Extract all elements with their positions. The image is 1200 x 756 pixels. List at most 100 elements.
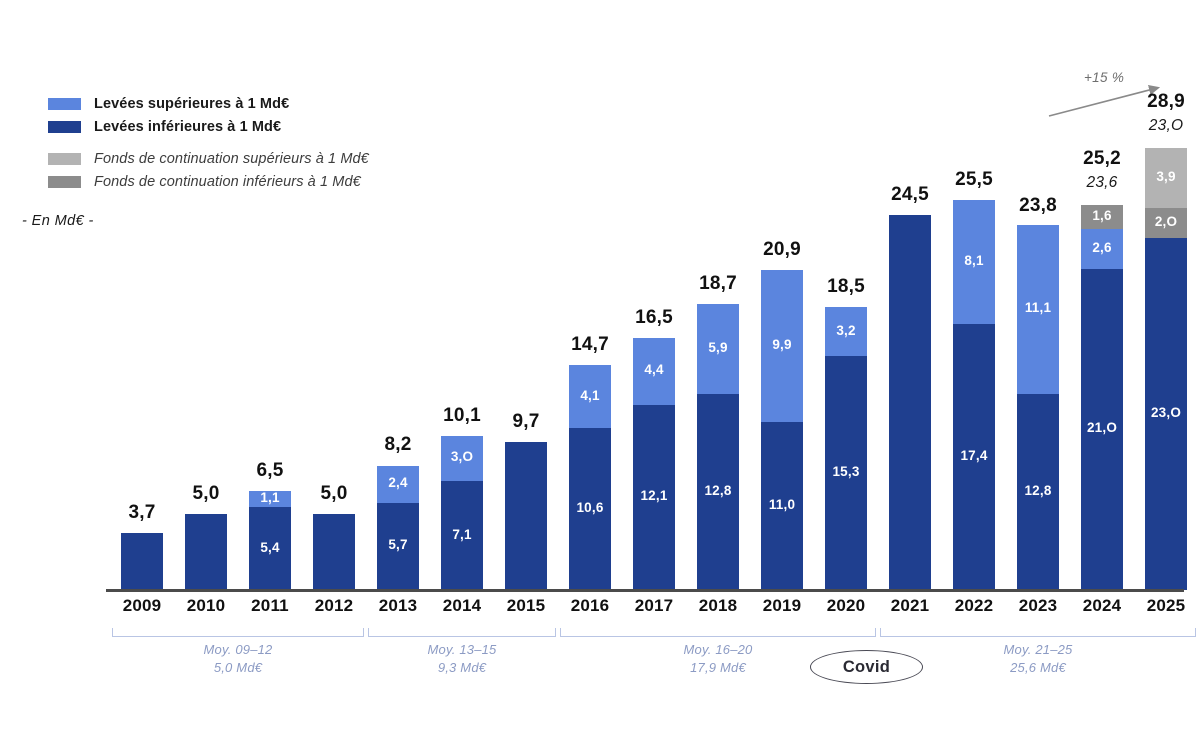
x-axis-year-label[interactable]: 2017: [634, 596, 674, 615]
x-axis-year-label[interactable]: 2016: [570, 596, 610, 615]
legend-item[interactable]: Fonds de continuation supérieurs à 1 Md€: [48, 147, 369, 170]
bar-segment-value: 3,2: [836, 322, 856, 338]
bar-subtotal-label: 23,6: [1086, 173, 1118, 191]
bar-segment-value: 17,4: [960, 447, 988, 463]
bar-segment-value: 1,6: [1092, 207, 1112, 223]
bar-segment-value: 4,1: [580, 387, 600, 403]
bar-segment-value: 3,9: [1156, 168, 1176, 184]
legend-item-label: Fonds de continuation supérieurs à 1 Md€: [94, 150, 369, 167]
legend-item[interactable]: Levées inférieures à 1 Md€: [48, 115, 369, 138]
x-axis-year-label[interactable]: 2014: [442, 596, 482, 615]
bar-segment-light-blue[interactable]: 11,1: [1017, 224, 1059, 395]
bar-total-label: 14,7: [571, 334, 609, 356]
group-caption-value: 17,9 Md€: [690, 660, 746, 675]
bar-segment-dark-blue[interactable]: [889, 215, 931, 590]
bar-segment-dark-blue[interactable]: 12,8: [1017, 394, 1059, 590]
x-axis-year-label[interactable]: 2024: [1082, 596, 1122, 615]
group-bracket: [368, 628, 556, 637]
bar-total-label: 24,5: [891, 184, 929, 206]
bar-segment-value: 12,8: [1024, 483, 1052, 499]
group-caption: Moy. 09–12 5,0 Md€: [112, 641, 364, 677]
x-axis-line: [106, 589, 1184, 592]
bar-segment-value: 23,O: [1150, 405, 1182, 421]
bar-segment-dark-blue[interactable]: 5,4: [249, 507, 291, 590]
group-bracket: [880, 628, 1196, 637]
bar-segment-dark-gray[interactable]: 2,O: [1145, 207, 1187, 239]
bar-total-label: 10,1: [443, 404, 481, 426]
bar-segment-light-blue[interactable]: 2,4: [377, 466, 419, 503]
bar-segment-value: 7,1: [452, 526, 472, 542]
bar-segment-dark-blue[interactable]: [505, 441, 547, 590]
bar-segment-dark-blue[interactable]: [313, 513, 355, 590]
bar-total-label: 16,5: [635, 306, 673, 328]
bar-segment-light-blue[interactable]: 3,2: [825, 307, 867, 356]
bar-total-label: 20,9: [763, 239, 801, 261]
group-caption-value: 9,3 Md€: [437, 660, 487, 675]
x-axis-year-label[interactable]: 2023: [1018, 596, 1058, 615]
group-caption: Moy. 13–15 9,3 Md€: [368, 641, 556, 677]
bar-total-label: 28,9: [1147, 91, 1185, 112]
bar-segment-value: 3,O: [450, 449, 474, 465]
bar-total-label: 8,2: [384, 433, 412, 455]
group-caption: Moy. 16–20 17,9 Md€: [560, 641, 876, 677]
x-axis-year-label[interactable]: 2025: [1146, 596, 1186, 615]
x-axis-year-label[interactable]: 2011: [251, 596, 289, 615]
bar-segment-dark-blue[interactable]: 15,3: [825, 356, 867, 590]
bar-segment-light-gray[interactable]: 3,9: [1145, 148, 1187, 208]
x-axis-year-label[interactable]: 2020: [826, 596, 866, 615]
bar-segment-dark-blue[interactable]: 11,0: [761, 421, 803, 590]
bar-segment-value: 2,4: [388, 475, 408, 491]
bar-segment-dark-blue[interactable]: 10,6: [569, 427, 611, 590]
x-axis-year-label[interactable]: 2019: [762, 596, 802, 615]
bar-segment-light-blue[interactable]: 8,1: [953, 200, 995, 324]
bar-total-label: 25,2: [1083, 147, 1121, 169]
covid-badge: Covid: [810, 650, 923, 684]
x-axis-year-label[interactable]: 2022: [954, 596, 994, 615]
bar-segment-value: 8,1: [964, 252, 984, 268]
bar-segment-light-blue[interactable]: 2,6: [1081, 229, 1123, 269]
bar-segment-dark-blue[interactable]: 12,1: [633, 404, 675, 590]
bar-segment-light-blue[interactable]: 3,O: [441, 435, 483, 482]
legend-item[interactable]: Levées supérieures à 1 Md€: [48, 92, 369, 115]
legend-item[interactable]: Fonds de continuation inférieurs à 1 Md€: [48, 170, 369, 193]
bar-segment-value: 12,8: [704, 483, 732, 499]
group-caption-label: Moy. 09–12: [203, 642, 273, 657]
x-axis-year-label[interactable]: 2021: [890, 596, 930, 615]
x-axis-year-label[interactable]: 2012: [314, 596, 354, 615]
bar-total-label: 5,0: [192, 482, 220, 504]
bar-segment-dark-blue[interactable]: 17,4: [953, 323, 995, 590]
bar-segment-dark-blue[interactable]: 5,7: [377, 502, 419, 590]
bar-total-label: 18,7: [699, 273, 737, 294]
bar-segment-dark-gray[interactable]: 1,6: [1081, 204, 1123, 230]
group-caption-value: 5,0 Md€: [213, 660, 263, 675]
bar-segment-dark-blue[interactable]: 23,O: [1145, 238, 1187, 590]
bar-total-label: 23,8: [1019, 195, 1057, 216]
x-axis-year-label[interactable]: 2018: [698, 596, 738, 615]
bar-segment-light-blue[interactable]: 4,1: [569, 365, 611, 428]
bar-segment-dark-blue[interactable]: [185, 513, 227, 590]
bar-segment-light-blue[interactable]: 1,1: [249, 490, 291, 508]
plot-area: 5,4 1,1 5,7 2,4 7,1 3,O 10,6 4,1 12,1 4,4 12,8 5,9 1…: [106, 40, 1187, 590]
bar-segment-light-blue[interactable]: 4,4: [633, 337, 675, 405]
group-caption-label: Moy. 16–20: [683, 642, 753, 657]
bar-segment-dark-blue[interactable]: 21,O: [1081, 268, 1123, 590]
bar-segment-light-blue[interactable]: 5,9: [697, 304, 739, 395]
bar-segment-value: 2,6: [1092, 239, 1112, 255]
x-axis-year-label[interactable]: 2013: [378, 596, 418, 615]
group-caption: Moy. 21–25 25,6 Md€: [880, 641, 1196, 677]
bar-segment-value: 15,3: [832, 464, 860, 479]
bar-segment-value: 5,4: [260, 539, 280, 555]
x-axis-year-label[interactable]: 2009: [122, 596, 162, 615]
bar-segment-light-blue[interactable]: 9,9: [761, 270, 803, 422]
bar-total-label: 18,5: [827, 276, 865, 298]
bar-segment-dark-blue[interactable]: 12,8: [697, 394, 739, 590]
x-axis-year-label[interactable]: 2010: [186, 596, 226, 615]
x-axis-year-label[interactable]: 2015: [506, 596, 546, 615]
bar-segment-value: 9,9: [772, 337, 792, 353]
bar-segment-dark-blue[interactable]: 7,1: [441, 481, 483, 590]
bar-segment-value: 5,9: [708, 340, 728, 356]
bar-segment-value: 21,O: [1086, 420, 1118, 436]
legend-item-label: Levées inférieures à 1 Md€: [94, 118, 282, 135]
bar-segment-dark-blue[interactable]: [121, 533, 163, 590]
bar-segment-value: 12,1: [640, 488, 668, 504]
